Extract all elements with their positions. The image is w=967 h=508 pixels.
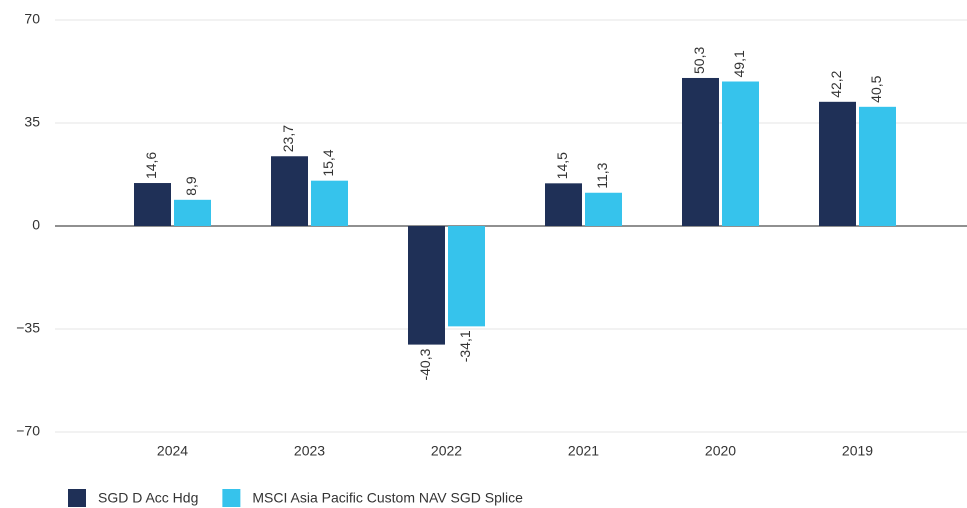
- y-tick-label: 0: [32, 217, 40, 233]
- legend-label: MSCI Asia Pacific Custom NAV SGD Splice: [252, 490, 523, 506]
- bar: [311, 180, 348, 226]
- bar: [174, 199, 211, 226]
- bar: [408, 226, 445, 345]
- y-tick-label: 35: [24, 114, 40, 130]
- legend-swatch: [68, 489, 86, 507]
- bar: [545, 183, 582, 226]
- data-label: 23,7: [280, 125, 296, 152]
- data-label: 15,4: [320, 149, 336, 176]
- legend-swatch: [222, 489, 241, 507]
- data-label: -34,1: [457, 330, 473, 362]
- bar: [859, 106, 896, 226]
- y-tick-label: 70: [24, 11, 40, 27]
- x-tick-label: 2021: [568, 443, 599, 459]
- data-label: 49,1: [731, 50, 747, 77]
- data-label: -40,3: [417, 348, 433, 380]
- bar: [682, 77, 719, 226]
- legend-label: SGD D Acc Hdg: [98, 490, 198, 506]
- bar: [819, 101, 856, 226]
- data-label: 40,5: [868, 75, 884, 102]
- data-label: 42,2: [828, 70, 844, 97]
- bar: [585, 192, 622, 226]
- bar: [722, 81, 759, 227]
- data-label: 11,3: [594, 162, 610, 188]
- data-label: 14,6: [143, 152, 159, 179]
- x-tick-label: 2024: [157, 443, 188, 459]
- data-label: 14,5: [554, 152, 570, 179]
- x-tick-label: 2022: [431, 443, 462, 459]
- bar: [134, 183, 171, 226]
- bar: [271, 156, 308, 226]
- bar: [448, 226, 485, 327]
- data-label: 50,3: [691, 47, 707, 74]
- x-tick-label: 2019: [842, 443, 873, 459]
- data-label: 8,9: [183, 176, 199, 196]
- y-tick-label: −70: [16, 423, 40, 439]
- x-tick-label: 2023: [294, 443, 325, 459]
- y-tick-label: −35: [16, 320, 40, 336]
- x-tick-label: 2020: [705, 443, 736, 459]
